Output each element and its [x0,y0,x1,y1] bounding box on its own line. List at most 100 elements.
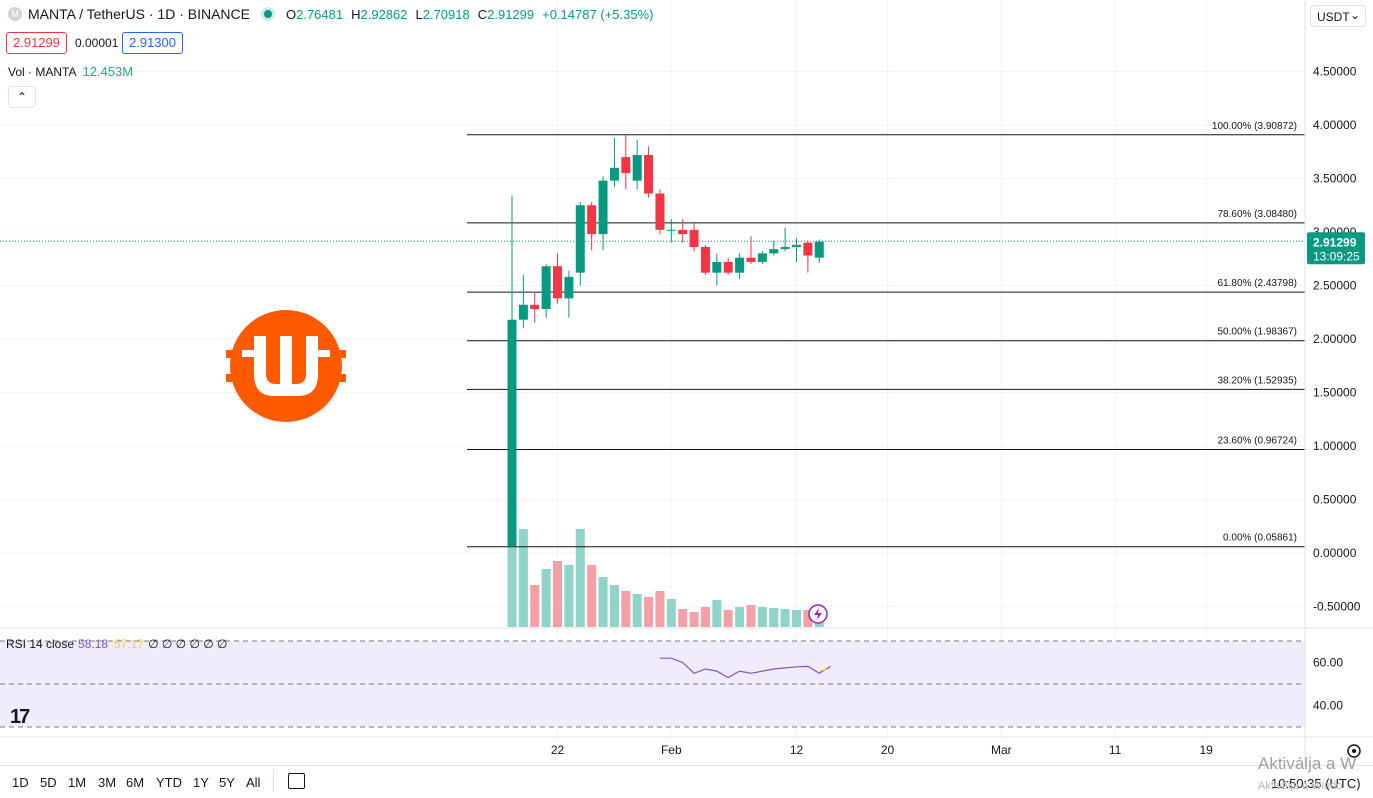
buy-price-button[interactable]: 2.91300 [122,32,183,54]
candle-body[interactable] [712,261,722,273]
fib-level-label: 50.00% (1.98367) [1217,327,1297,338]
candle-body[interactable] [723,261,733,273]
currency-select[interactable]: USDT ⌄ [1310,5,1366,27]
price-tick-label: 4.50000 [1313,65,1357,79]
candle-body[interactable] [689,229,699,247]
volume-bar [587,565,597,627]
currency-label: USDT [1317,10,1350,24]
candle-body[interactable] [644,154,654,194]
chart-canvas[interactable]: 100.00% (3.90872) 78.60% (3.08480) 61.80% … [0,0,1373,765]
price-tick-label: 1.00000 [1313,439,1357,453]
volume-bar [553,561,563,627]
price-tick-label: 3.50000 [1313,172,1357,186]
volume-bar [575,529,585,627]
candle-body[interactable] [814,241,824,258]
candle-body[interactable] [735,257,745,273]
rsi-label[interactable]: RSI 14 close [6,637,75,651]
candle-body[interactable] [746,257,756,262]
windows-activation-watermark-sub: Aktiválja a Windo [1258,780,1343,792]
candle-body[interactable] [655,193,665,230]
sell-price-button[interactable]: 2.91299 [6,32,67,54]
candle-body[interactable] [575,205,585,273]
candle-body[interactable] [666,229,676,231]
volume-bar [746,605,756,627]
symbol-title[interactable]: MANTA / TetherUS · 1D · BINANCE [28,6,250,22]
volume-bar [723,610,733,627]
brand-logo [226,310,346,422]
timeframe-button-5d[interactable]: 5D [40,775,57,790]
tradingview-logo[interactable]: 17 [10,706,30,728]
volume-bar [678,609,688,627]
candle-body[interactable] [564,276,574,299]
fib-level-label: 61.80% (2.43798) [1217,278,1297,289]
candle-body[interactable] [621,157,631,174]
collapse-legend-button[interactable]: ⌃ [8,86,36,108]
volume-bar [530,585,540,627]
candle-body[interactable] [609,167,619,181]
price-tick-label: 2.50000 [1313,279,1357,293]
rsi-ma-value: 57.17 [114,637,145,651]
volume-value: 12.453M [82,64,134,79]
timeframe-button-1y[interactable]: 1Y [193,775,209,790]
candle-body[interactable] [507,319,517,547]
candle-body[interactable] [553,266,563,299]
settings-gear-icon[interactable] [1347,744,1361,758]
time-tick-label: 12 [790,743,804,757]
timeframe-button-ytd[interactable]: YTD [156,775,182,790]
rsi-ma-line [819,667,831,672]
time-tick-label: 11 [1109,743,1122,757]
candle-body[interactable] [598,180,608,235]
fib-level-label: 100.00% (3.90872) [1212,121,1297,132]
candle-body[interactable] [780,246,790,250]
volume-bars [507,527,824,627]
candle-body[interactable] [678,229,688,235]
symbol-logo-icon: M [8,7,22,21]
rsi-value: 58.18 [78,637,109,651]
candle-body[interactable] [769,249,779,254]
fib-level-label: 78.60% (3.08480) [1217,209,1297,220]
timeframe-button-5y[interactable]: 5Y [219,775,235,790]
candlestick-series[interactable] [507,134,824,547]
timeframe-button-3m[interactable]: 3M [98,775,117,790]
volume-bar [541,569,551,627]
time-axis[interactable]: 22 Feb 12 20 Mar 11 19 [551,743,1213,757]
volume-bar [609,585,619,627]
time-tick-label: 19 [1200,743,1214,757]
candle-body[interactable] [803,242,813,256]
utc-clock[interactable]: 10:50:35 (UTC) [1271,776,1361,791]
rsi-tick-label: 60.00 [1313,656,1343,670]
fib-level-label: 38.20% (1.52935) [1217,375,1297,386]
candle-body[interactable] [757,253,767,262]
spread-value: 0.00001 [75,36,119,50]
market-status-icon [263,10,272,18]
timeframe-button-6m[interactable]: 6M [126,775,145,790]
candle-body[interactable] [632,154,642,181]
volume-bar [621,591,631,627]
volume-bar [598,577,608,627]
timeframe-button-1d[interactable]: 1D [12,775,29,790]
rsi-axis[interactable]: 60.00 40.00 [1313,656,1343,713]
price-tick-label: 2.00000 [1313,332,1357,346]
price-tick-label: 4.00000 [1313,118,1357,132]
candle-body[interactable] [518,304,528,320]
volume-label: Vol · MANTA [8,65,77,79]
volume-bar [780,609,790,627]
candle-body[interactable] [700,246,710,273]
price-tick-label: 1.50000 [1313,386,1357,400]
time-tick-label: 20 [881,743,895,757]
price-tick-label: -0.50000 [1313,600,1361,614]
lightning-icon[interactable] [808,604,828,624]
calendar-icon[interactable] [288,773,305,789]
fibonacci-retracement[interactable]: 100.00% (3.90872) 78.60% (3.08480) 61.80% … [467,121,1305,548]
timeframe-button-1m[interactable]: 1M [68,775,87,790]
fib-level-label: 0.00% (0.05861) [1223,533,1297,544]
candle-body[interactable] [541,266,551,310]
candle-body[interactable] [792,244,801,247]
candle-body[interactable] [587,205,597,235]
volume-bar [518,529,528,627]
timeframe-button-all[interactable]: All [246,775,261,790]
candle-body[interactable] [530,304,540,310]
price-axis[interactable]: 4.500004.000003.500003.000002.500002.000… [1313,65,1361,614]
ohlc-low: L2.70918 [415,6,470,22]
volume-bar [769,608,779,627]
